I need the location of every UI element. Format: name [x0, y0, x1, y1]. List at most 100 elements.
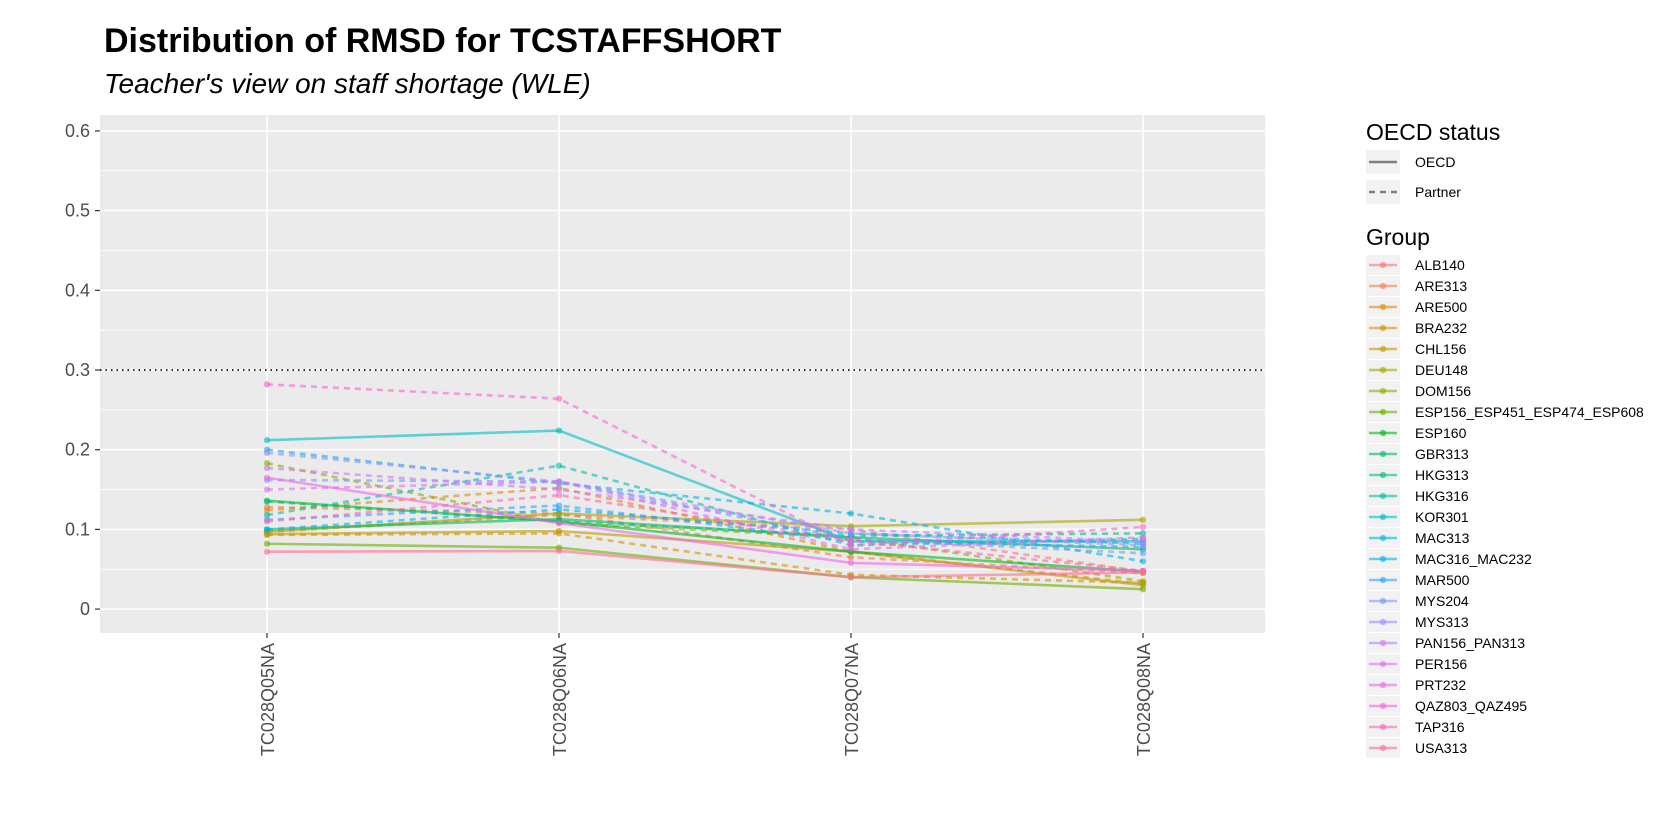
legend-label-group: PER156: [1415, 656, 1467, 672]
legend-key-point: [1379, 261, 1387, 269]
series-line: [266, 512, 1144, 534]
data-point: [555, 491, 563, 499]
legend-label-group: BRA232: [1415, 320, 1467, 336]
data-point: [555, 486, 563, 493]
chart-subtitle: Teacher's view on staff shortage (WLE): [104, 68, 591, 99]
legend-key-point: [1379, 303, 1387, 311]
series-line: [266, 504, 1144, 549]
legend-label-group: ESP160: [1415, 425, 1467, 441]
data-point: [263, 518, 271, 525]
legend-label-group: MAC316_MAC232: [1415, 551, 1532, 567]
data-point: [555, 462, 563, 469]
legend-label-group: ARE313: [1415, 278, 1467, 294]
y-tick-label: 0.5: [65, 201, 90, 221]
data-point: [555, 478, 563, 485]
series-line: [266, 476, 1144, 573]
legend-label-group: ESP156_ESP451_ESP474_ESP608: [1415, 404, 1644, 420]
legend: OECD status OECD Partner Group ALB140 ARE313 A…: [1366, 119, 1644, 758]
series-line: [266, 529, 1144, 587]
data-point: [555, 427, 563, 434]
data-point: [263, 436, 271, 444]
legend-label-partner: Partner: [1415, 184, 1461, 200]
data-point: [263, 540, 271, 547]
legend-label-group: GBR313: [1415, 446, 1469, 462]
legend-key-point: [1379, 345, 1387, 353]
legend-key-point: [1379, 450, 1387, 458]
plot-panel: [100, 115, 1265, 633]
legend-key-point: [1379, 387, 1387, 395]
data-point: [263, 486, 271, 493]
legend-label-group: MYS313: [1415, 614, 1469, 630]
data-point: [1139, 585, 1147, 593]
legend-key-point: [1379, 555, 1387, 563]
legend-label-group: DEU148: [1415, 362, 1468, 378]
legend-label-group: CHL156: [1415, 341, 1467, 357]
legend-label-group: HKG313: [1415, 467, 1469, 483]
legend-label-group: ALB140: [1415, 257, 1465, 273]
legend-key-point: [1379, 702, 1387, 710]
data-point: [263, 474, 271, 481]
data-point: [263, 511, 271, 519]
legend-key-point: [1379, 366, 1387, 374]
y-tick-label: 0.2: [65, 440, 90, 460]
data-point: [1139, 569, 1147, 576]
legend-label-group: TAP316: [1415, 719, 1465, 735]
data-point: [263, 449, 271, 457]
data-point: [555, 502, 563, 509]
data-point: [1139, 534, 1147, 541]
x-tick-label: TC028Q06NA: [550, 643, 570, 756]
series-USA313: [263, 547, 1147, 581]
legend-label-group: ARE500: [1415, 299, 1467, 315]
data-point: [1139, 550, 1147, 557]
legend-label-group: USA313: [1415, 740, 1467, 756]
x-axis: TC028Q05NA TC028Q06NA TC028Q07NA TC028Q08NA: [258, 633, 1154, 756]
legend-key-point: [1379, 408, 1387, 416]
legend-label-group: MYS204: [1415, 593, 1469, 609]
data-point: [847, 542, 855, 549]
data-point: [847, 537, 855, 544]
legend-label-group: HKG316: [1415, 488, 1469, 504]
legend-label-oecd: OECD: [1415, 154, 1455, 170]
series-line: [266, 464, 1144, 547]
legend-key-point: [1379, 681, 1387, 689]
legend-key-point: [1379, 576, 1387, 584]
data-point: [1139, 558, 1147, 565]
y-tick-label: 0.1: [65, 519, 90, 539]
data-point: [263, 381, 271, 388]
data-point: [555, 519, 563, 527]
data-point: [847, 559, 855, 567]
legend-key-point: [1379, 723, 1387, 731]
legend-key-point: [1379, 324, 1387, 332]
data-point: [263, 498, 271, 505]
y-tick-label: 0: [80, 599, 90, 619]
legend-key-point: [1379, 660, 1387, 668]
legend-key-point: [1379, 639, 1387, 647]
legend-key-point: [1379, 618, 1387, 626]
legend-label-group: PRT232: [1415, 677, 1466, 693]
y-tick-label: 0.4: [65, 280, 90, 300]
data-point: [263, 507, 271, 514]
legend-label-group: MAC313: [1415, 530, 1470, 546]
x-tick-label: TC028Q07NA: [842, 643, 862, 756]
data-point: [263, 464, 271, 472]
y-axis: 0 0.1 0.2 0.3 0.4 0.5 0.6: [65, 121, 100, 619]
legend-key-point: [1379, 492, 1387, 500]
data-point: [555, 395, 563, 402]
data-point: [847, 554, 855, 561]
legend-title-group: Group: [1366, 224, 1430, 250]
data-point: [555, 547, 563, 555]
data-point: [847, 526, 855, 533]
series-line: [266, 480, 1144, 551]
legend-label-group: QAZ803_QAZ495: [1415, 698, 1527, 714]
series-layer: [263, 381, 1147, 593]
legend-key-point: [1379, 534, 1387, 542]
x-tick-label: TC028Q08NA: [1134, 643, 1154, 756]
data-point: [847, 574, 855, 581]
data-point: [555, 527, 563, 535]
legend-label-group: KOR301: [1415, 509, 1469, 525]
data-point: [263, 460, 271, 467]
legend-label-group: PAN156_PAN313: [1415, 635, 1525, 651]
legend-label-group: MAR500: [1415, 572, 1470, 588]
data-point: [847, 510, 855, 517]
